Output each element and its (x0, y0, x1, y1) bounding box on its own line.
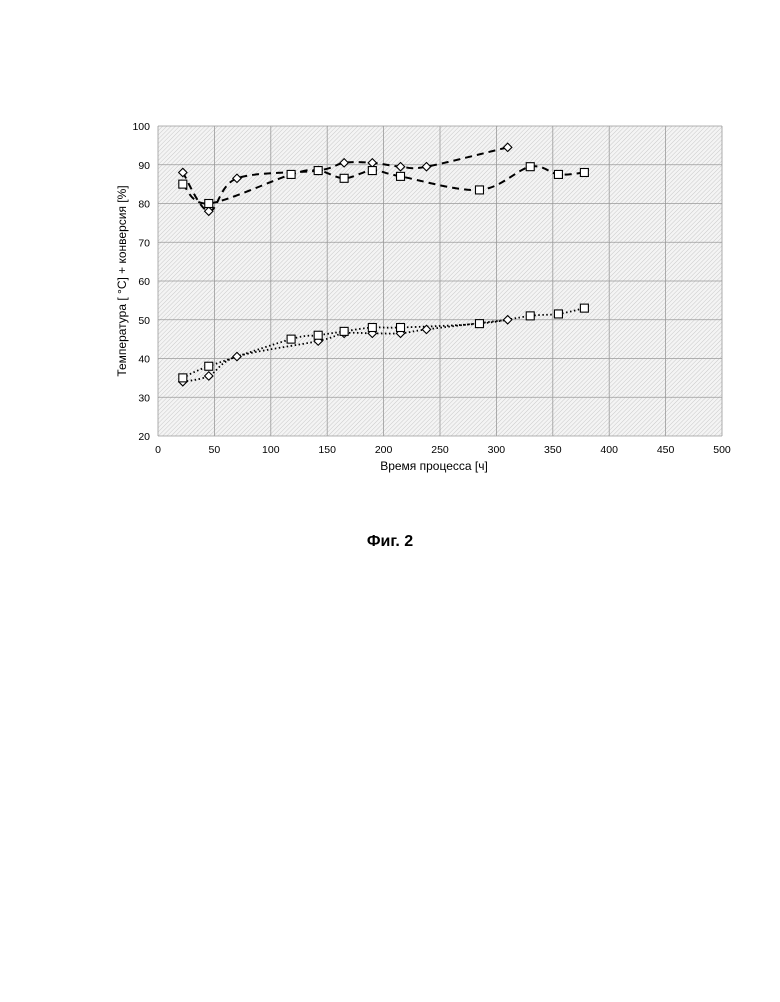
data-point-square (314, 167, 322, 175)
data-point-square (287, 170, 295, 178)
data-point-square (580, 169, 588, 177)
data-point-square (205, 362, 213, 370)
data-point-square (205, 200, 213, 208)
data-point-square (368, 324, 376, 332)
data-point-square (287, 335, 295, 343)
x-axis-ticks: 0 50 100 150 200 250 300 350 400 450 500 (155, 444, 731, 456)
x-tick-label: 250 (431, 444, 449, 456)
y-axis-ticks: 20 30 40 50 60 70 80 90 100 (132, 121, 150, 443)
y-tick-label: 60 (138, 276, 150, 288)
data-point-square (554, 170, 562, 178)
data-point-square (475, 186, 483, 194)
x-tick-label: 150 (318, 444, 336, 456)
data-point-square (554, 310, 562, 318)
data-point-square (340, 327, 348, 335)
x-tick-label: 300 (488, 444, 506, 456)
y-tick-label: 50 (138, 315, 150, 327)
data-point-square (526, 312, 534, 320)
x-tick-label: 200 (375, 444, 393, 456)
data-point-square (340, 174, 348, 182)
y-tick-label: 40 (138, 354, 150, 366)
y-axis-label: Температура [ °C] + конверсия [%] (115, 185, 129, 376)
data-point-square (314, 331, 322, 339)
x-axis-label: Время процесса [ч] (380, 459, 488, 473)
data-point-square (368, 167, 376, 175)
y-tick-label: 100 (132, 121, 150, 133)
x-tick-label: 450 (657, 444, 675, 456)
y-tick-label: 20 (138, 431, 150, 443)
x-tick-label: 100 (262, 444, 280, 456)
x-tick-label: 350 (544, 444, 562, 456)
data-point-square (397, 172, 405, 180)
x-tick-label: 0 (155, 444, 161, 456)
y-tick-label: 90 (138, 160, 150, 172)
x-tick-label: 50 (209, 444, 221, 456)
data-point-square (580, 304, 588, 312)
x-tick-label: 400 (600, 444, 618, 456)
data-point-square (179, 180, 187, 188)
data-point-square (179, 374, 187, 382)
x-tick-label: 500 (713, 444, 731, 456)
data-point-square (475, 320, 483, 328)
figure-caption: Фиг. 2 (0, 533, 780, 551)
y-tick-label: 30 (138, 392, 150, 404)
data-point-square (397, 324, 405, 332)
y-tick-label: 80 (138, 199, 150, 211)
data-point-square (526, 163, 534, 171)
y-tick-label: 70 (138, 237, 150, 249)
